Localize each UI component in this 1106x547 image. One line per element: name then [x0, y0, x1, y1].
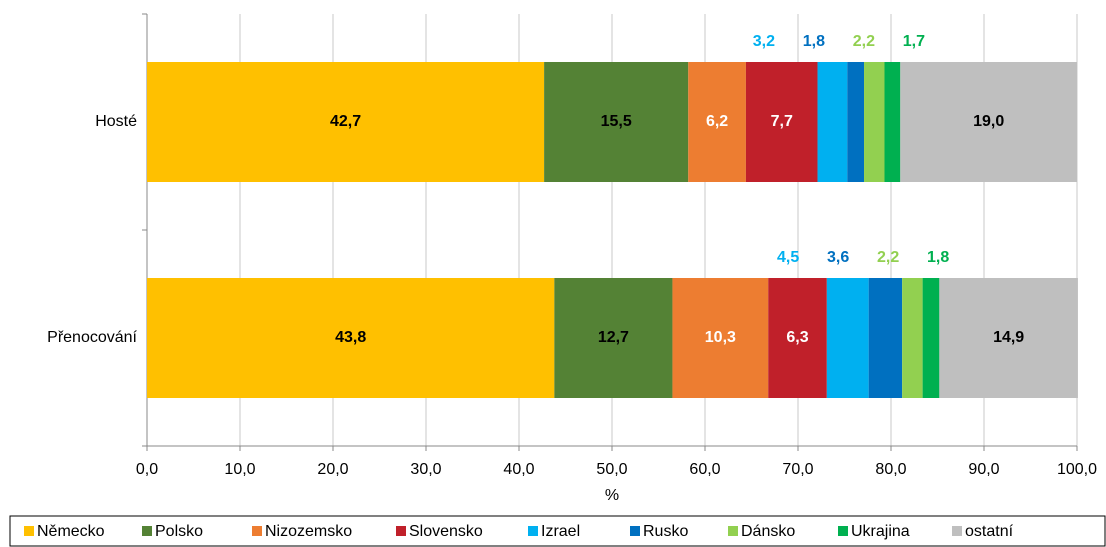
data-label: 1,8 — [927, 249, 949, 266]
data-label: 3,6 — [827, 249, 849, 266]
bar-segment — [147, 62, 545, 182]
bar-segment — [826, 278, 869, 398]
legend-label: Ukrajina — [851, 523, 910, 540]
data-label: 1,8 — [803, 33, 825, 50]
data-label: 19,0 — [973, 113, 1004, 130]
data-label: 43,8 — [335, 329, 366, 346]
legend-box — [9, 515, 1106, 547]
data-label: 15,5 — [601, 113, 632, 130]
legend-label: Dánsko — [741, 523, 795, 540]
legend-label: Rusko — [643, 523, 688, 540]
x-tick-label: 60,0 — [689, 461, 720, 478]
data-label: 2,2 — [853, 33, 875, 50]
x-tick-label: 90,0 — [968, 461, 999, 478]
x-tick-label: 20,0 — [317, 461, 348, 478]
bar-segment — [672, 278, 769, 398]
bar-segment — [884, 62, 901, 182]
bar-segment — [902, 278, 923, 398]
legend-label: Polsko — [155, 523, 203, 540]
data-label: 42,7 — [330, 113, 361, 130]
legend-swatch — [252, 526, 262, 536]
data-label: 12,7 — [598, 329, 629, 346]
bar-segment — [864, 62, 885, 182]
legend-swatch — [142, 526, 152, 536]
legend-swatch — [728, 526, 738, 536]
data-label: 14,9 — [993, 329, 1024, 346]
bar-segment — [847, 62, 865, 182]
y-tick-label: Přenocování — [47, 329, 137, 346]
x-tick-label: 100,0 — [1057, 461, 1097, 478]
legend-swatch — [396, 526, 406, 536]
x-tick-label: 10,0 — [224, 461, 255, 478]
bar-segment — [868, 278, 903, 398]
bar-segment — [817, 62, 848, 182]
bar-segment — [745, 62, 818, 182]
data-label: 4,5 — [777, 249, 799, 266]
data-label: 6,3 — [786, 329, 808, 346]
data-label: 7,7 — [771, 113, 793, 130]
data-label: 10,3 — [705, 329, 736, 346]
data-label: 1,7 — [903, 33, 925, 50]
legend-label: Nizozemsko — [265, 523, 352, 540]
bar-segment — [147, 278, 555, 398]
bar-segment — [544, 62, 689, 182]
legend-swatch — [838, 526, 848, 536]
x-tick-label: 30,0 — [410, 461, 441, 478]
legend-swatch — [952, 526, 962, 536]
legend-swatch — [528, 526, 538, 536]
bar-segment — [939, 278, 1078, 398]
bar-segment — [688, 62, 746, 182]
legend-label: Slovensko — [409, 523, 483, 540]
bar-segment — [768, 278, 827, 398]
data-label: 3,2 — [753, 33, 775, 50]
x-tick-label: 0,0 — [136, 461, 158, 478]
x-tick-label: 70,0 — [782, 461, 813, 478]
data-label: 6,2 — [706, 113, 728, 130]
bar-segment — [922, 278, 940, 398]
x-axis-label: % — [605, 487, 619, 504]
x-tick-label: 40,0 — [503, 461, 534, 478]
legend-label: Izrael — [541, 523, 580, 540]
bar-segment — [900, 62, 1077, 182]
x-tick-label: 50,0 — [596, 461, 627, 478]
legend-label: ostatní — [965, 523, 1014, 540]
legend-swatch — [24, 526, 34, 536]
legend-label: Německo — [37, 523, 105, 540]
y-tick-label: Hosté — [95, 113, 137, 130]
data-label: 2,2 — [877, 249, 899, 266]
legend-swatch — [630, 526, 640, 536]
bar-segment — [554, 278, 673, 398]
x-tick-label: 80,0 — [875, 461, 906, 478]
